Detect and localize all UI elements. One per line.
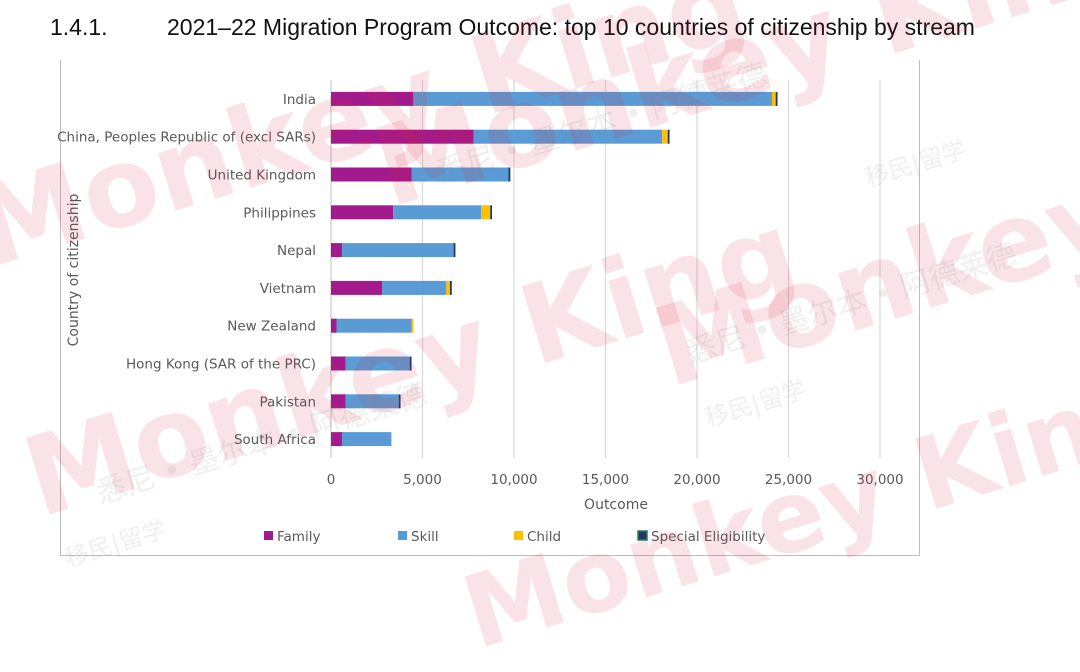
figure-heading: 1.4.1. 2021–22 Migration Program Outcome:… xyxy=(50,14,975,41)
legend-label: Skill xyxy=(411,529,439,545)
bar-child-7 xyxy=(411,318,414,333)
category-label: South Africa xyxy=(234,432,316,448)
bar-family-8 xyxy=(331,356,346,371)
legend-swatch xyxy=(264,531,273,540)
x-tick-label: 15,000 xyxy=(582,472,629,488)
category-label: Nepal xyxy=(277,243,316,259)
legend-swatch xyxy=(637,530,648,541)
bar-family-4 xyxy=(331,205,394,220)
legend-label: Child xyxy=(527,529,561,545)
bar-skill-3 xyxy=(411,167,509,182)
category-label: Hong Kong (SAR of the PRC) xyxy=(126,357,316,373)
bar-skill-5 xyxy=(341,243,454,258)
bar-child-2 xyxy=(662,129,668,144)
bar-special-eligibility-3 xyxy=(508,167,511,182)
bar-special-eligibility-1 xyxy=(775,91,778,106)
bar-child-1 xyxy=(772,91,776,106)
x-tick-label: 20,000 xyxy=(673,472,720,488)
bar-special-eligibility-8 xyxy=(409,356,412,371)
category-label: Vietnam xyxy=(260,281,316,297)
category-labels: India China, Peoples Republic of (excl SA… xyxy=(57,92,316,448)
legend: Family Skill Child Special Eligibility xyxy=(264,529,765,545)
bar-skill-10 xyxy=(341,432,392,447)
figure-number: 1.4.1. xyxy=(50,14,108,40)
bar-special-eligibility-5 xyxy=(453,243,456,258)
category-label: United Kingdom xyxy=(208,168,316,184)
bar-child-4 xyxy=(481,205,491,220)
bar-special-eligibility-9 xyxy=(398,394,401,409)
chart-frame xyxy=(60,60,920,556)
category-label: New Zealand xyxy=(227,319,316,335)
bars xyxy=(331,91,778,447)
category-label: India xyxy=(283,92,316,108)
bar-skill-2 xyxy=(473,129,663,144)
bar-special-eligibility-6 xyxy=(449,280,452,295)
x-tick-labels: 0 5,000 10,000 15,000 20,000 25,000 30,000 xyxy=(327,472,904,488)
category-label: Pakistan xyxy=(259,394,316,410)
legend-swatch xyxy=(398,531,407,540)
x-axis-title: Outcome xyxy=(584,497,648,513)
bar-family-9 xyxy=(331,394,346,409)
bar-family-5 xyxy=(331,243,342,258)
bar-skill-8 xyxy=(345,356,410,371)
bar-family-6 xyxy=(331,280,383,295)
bar-special-eligibility-4 xyxy=(490,205,493,220)
x-tick-label: 0 xyxy=(327,472,336,488)
bar-child-6 xyxy=(446,280,450,295)
legend-label: Family xyxy=(277,529,320,545)
category-label: Philippines xyxy=(243,205,316,221)
bar-family-7 xyxy=(331,318,337,333)
bar-skill-4 xyxy=(393,205,482,220)
category-label: China, Peoples Republic of (excl SARs) xyxy=(57,130,316,146)
bar-skill-6 xyxy=(382,280,447,295)
legend-swatch xyxy=(514,531,523,540)
bar-special-eligibility-2 xyxy=(667,129,670,144)
stacked-bar-chart: India China, Peoples Republic of (excl SA… xyxy=(57,80,904,545)
bar-family-1 xyxy=(331,91,414,106)
x-tick-label: 25,000 xyxy=(765,472,812,488)
bar-family-3 xyxy=(331,167,412,182)
bar-family-2 xyxy=(331,129,474,144)
x-tick-label: 10,000 xyxy=(490,472,537,488)
legend-label: Special Eligibility xyxy=(651,529,765,545)
bar-skill-7 xyxy=(336,318,412,333)
bar-family-10 xyxy=(331,432,342,447)
x-tick-label: 30,000 xyxy=(856,472,903,488)
bar-skill-9 xyxy=(345,394,399,409)
y-axis-title: Country of citizenship xyxy=(66,194,82,347)
figure-title: 2021–22 Migration Program Outcome: top 1… xyxy=(167,14,975,40)
x-tick-label: 5,000 xyxy=(403,472,442,488)
bar-skill-1 xyxy=(413,91,773,106)
